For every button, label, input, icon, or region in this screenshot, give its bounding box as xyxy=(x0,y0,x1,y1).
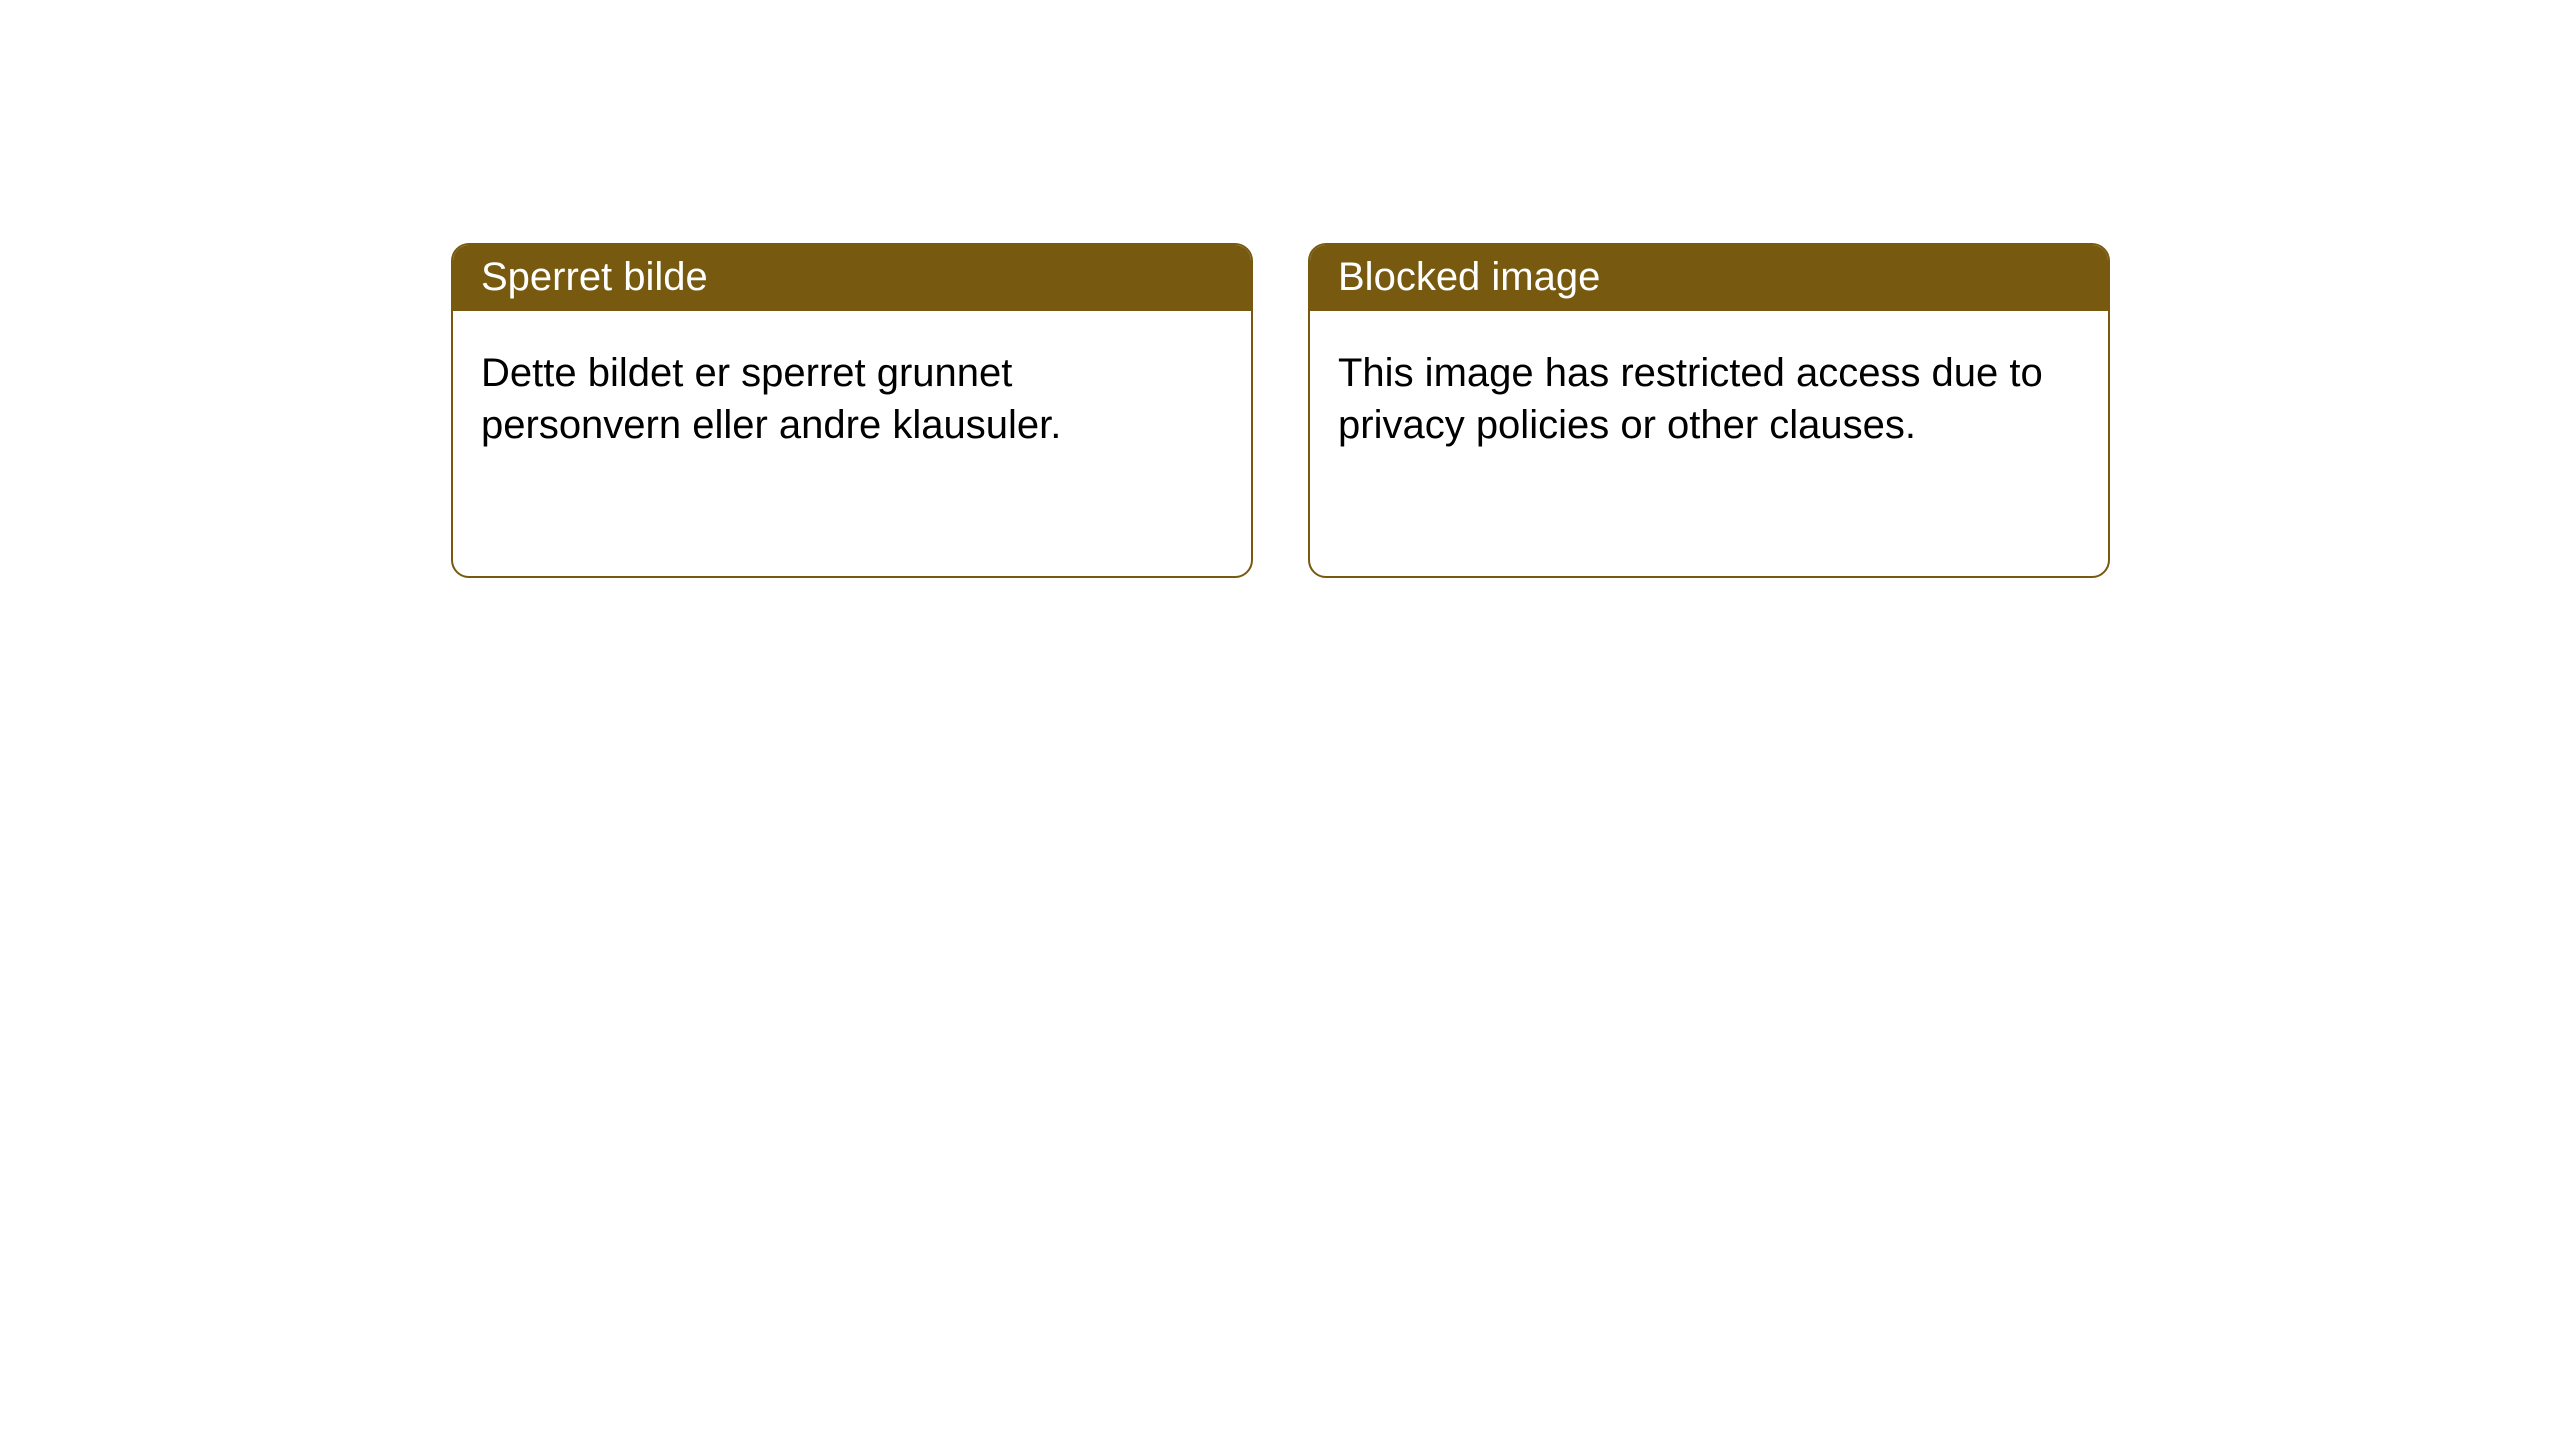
notice-card-norwegian: Sperret bilde Dette bildet er sperret gr… xyxy=(451,243,1253,578)
notice-body: This image has restricted access due to … xyxy=(1310,311,2108,479)
notice-container: Sperret bilde Dette bildet er sperret gr… xyxy=(0,0,2560,578)
notice-body: Dette bildet er sperret grunnet personve… xyxy=(453,311,1251,479)
notice-card-english: Blocked image This image has restricted … xyxy=(1308,243,2110,578)
notice-title: Blocked image xyxy=(1310,245,2108,311)
notice-title: Sperret bilde xyxy=(453,245,1251,311)
